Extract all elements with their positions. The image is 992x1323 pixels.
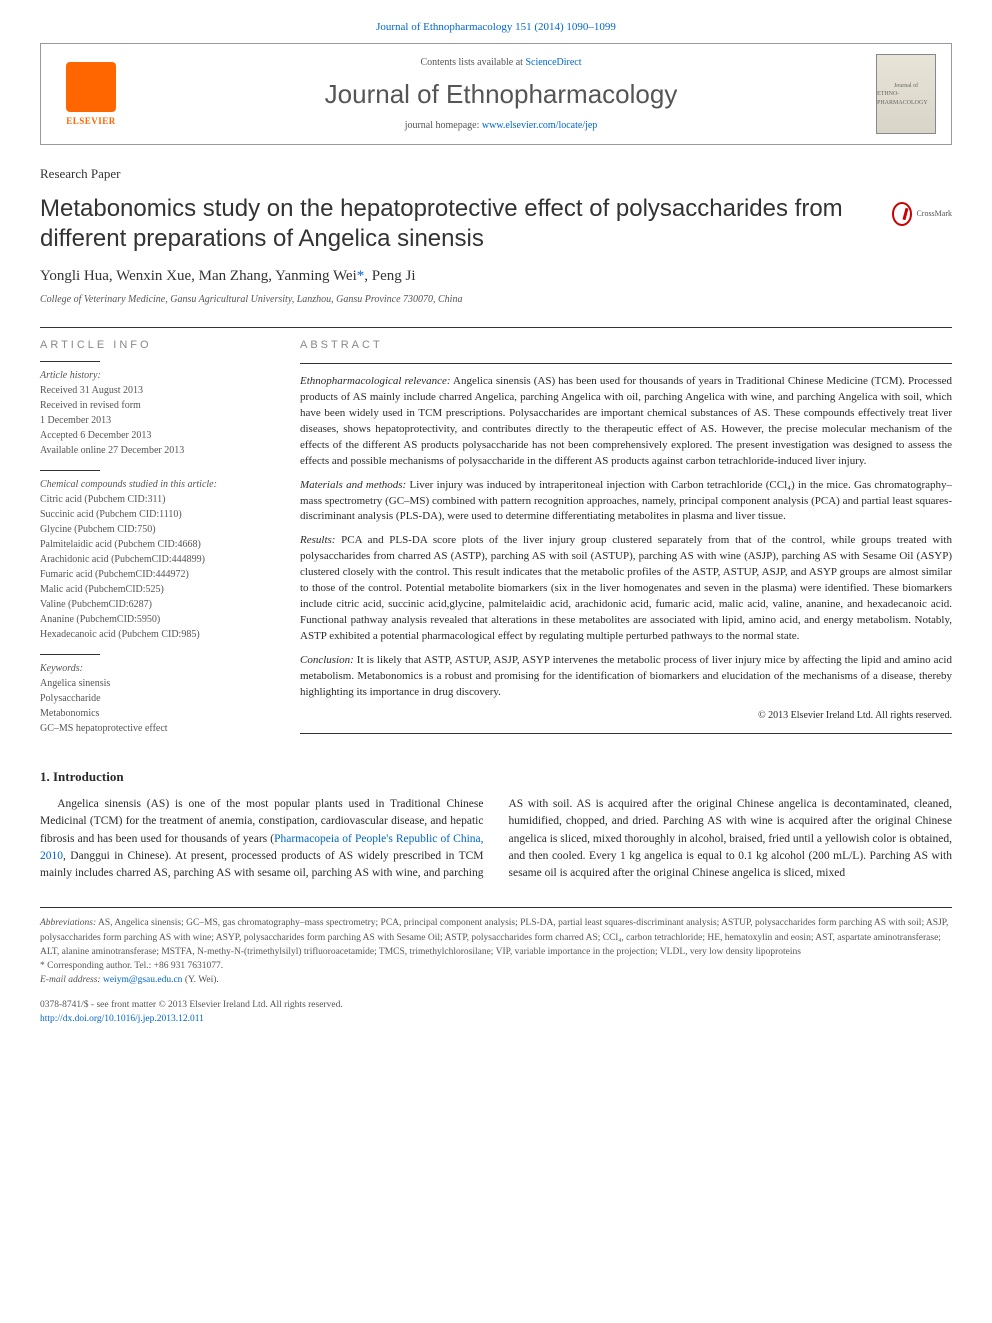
email-link[interactable]: weiym@gsau.edu.cn [103, 975, 182, 985]
header-center: Contents lists available at ScienceDirec… [126, 56, 876, 132]
history-label: Article history: [40, 368, 270, 383]
relevance-text: Angelica sinensis (AS) has been used for… [300, 375, 952, 467]
elsevier-label: ELSEVIER [66, 115, 116, 128]
keyword-item: Metabonomics [40, 706, 270, 721]
compound-item: Palmitelaidic acid (Pubchem CID:4668) [40, 537, 270, 552]
intro-paragraph: Angelica sinensis (AS) is one of the mos… [40, 796, 952, 882]
abstract-results: Results: PCA and PLS-DA score plots of t… [300, 533, 952, 645]
history-revised: Received in revised form [40, 398, 270, 413]
document-type: Research Paper [40, 165, 952, 183]
journal-ref-link[interactable]: Journal of Ethnopharmacology 151 (2014) … [376, 21, 616, 33]
footer-divider [40, 907, 952, 908]
keyword-item: GC–MS hepatoprotective effect [40, 721, 270, 736]
journal-reference: Journal of Ethnopharmacology 151 (2014) … [40, 20, 952, 35]
divider [300, 363, 952, 364]
cover-text-main: ETHNO-PHARMACOLOGY [877, 90, 935, 107]
relevance-label: Ethnopharmacological relevance: [300, 375, 451, 387]
abbrev-text: AS, Angelica sinensis; GC–MS, gas chroma… [40, 918, 948, 957]
journal-header-box: ELSEVIER Contents lists available at Sci… [40, 43, 952, 145]
compound-item: Glycine (Pubchem CID:750) [40, 522, 270, 537]
compound-item: Succinic acid (Pubchem CID:1110) [40, 507, 270, 522]
article-history: Article history: Received 31 August 2013… [40, 368, 270, 458]
journal-cover-thumbnail[interactable]: Journal of ETHNO-PHARMACOLOGY [876, 54, 936, 134]
sciencedirect-link[interactable]: ScienceDirect [525, 57, 581, 68]
keywords-label: Keywords: [40, 661, 270, 676]
history-online: Available online 27 December 2013 [40, 443, 270, 458]
compound-item: Ananine (PubchemCID:5950) [40, 612, 270, 627]
abbrev-label: Abbreviations: [40, 918, 96, 928]
article-info-column: ARTICLE INFO Article history: Received 3… [40, 338, 270, 748]
authors-list: Yongli Hua, Wenxin Xue, Man Zhang, Yanmi… [40, 268, 357, 284]
email-suffix: (Y. Wei). [182, 975, 218, 985]
email-label: E-mail address: [40, 975, 103, 985]
keyword-item: Angelica sinensis [40, 676, 270, 691]
abstract-relevance: Ethnopharmacological relevance: Angelica… [300, 374, 952, 470]
compounds-block: Chemical compounds studied in this artic… [40, 477, 270, 642]
corresp-author-line: * Corresponding author. Tel.: +86 931 76… [40, 959, 952, 973]
divider [300, 733, 952, 734]
compound-item: Citric acid (Pubchem CID:311) [40, 492, 270, 507]
journal-name: Journal of Ethnopharmacology [126, 76, 876, 112]
paper-title: Metabonomics study on the hepatoprotecti… [40, 194, 882, 254]
methods-label: Materials and methods: [300, 479, 406, 491]
elsevier-tree-icon [66, 62, 116, 112]
authors-rest: , Peng Ji [364, 268, 415, 284]
abstract-column: ABSTRACT Ethnopharmacological relevance:… [300, 338, 952, 748]
info-abstract-row: ARTICLE INFO Article history: Received 3… [40, 338, 952, 748]
abstract-methods: Materials and methods: Liver injury was … [300, 478, 952, 526]
history-accepted: Accepted 6 December 2013 [40, 428, 270, 443]
email-line: E-mail address: weiym@gsau.edu.cn (Y. We… [40, 973, 952, 987]
crossmark-label: CrossMark [916, 208, 952, 219]
affiliation: College of Veterinary Medicine, Gansu Ag… [40, 293, 952, 307]
abstract-copyright: © 2013 Elsevier Ireland Ltd. All rights … [300, 709, 952, 723]
compound-item: Valine (PubchemCID:6287) [40, 597, 270, 612]
compound-item: Malic acid (PubchemCID:525) [40, 582, 270, 597]
history-revised-date: 1 December 2013 [40, 413, 270, 428]
homepage-prefix: journal homepage: [405, 120, 482, 131]
keyword-item: Polysaccharide [40, 691, 270, 706]
title-row: Metabonomics study on the hepatoprotecti… [40, 194, 952, 266]
introduction-section: 1. Introduction Angelica sinensis (AS) i… [40, 768, 952, 882]
abstract-conclusion: Conclusion: It is likely that ASTP, ASTU… [300, 653, 952, 701]
keywords-block: Keywords: Angelica sinensis Polysacchari… [40, 661, 270, 736]
footer-bottom: 0378-8741/$ - see front matter © 2013 El… [40, 998, 952, 1027]
divider-short [40, 361, 100, 362]
abstract-header: ABSTRACT [300, 338, 952, 353]
crossmark-badge[interactable]: CrossMark [892, 194, 952, 234]
intro-heading: 1. Introduction [40, 768, 952, 786]
divider [40, 327, 952, 328]
conclusion-text: It is likely that ASTP, ASTUP, ASJP, ASY… [300, 654, 952, 698]
compound-item: Hexadecanoic acid (Pubchem CID:985) [40, 627, 270, 642]
divider-short [40, 654, 100, 655]
article-info-header: ARTICLE INFO [40, 338, 270, 353]
footer-abbreviations: Abbreviations: AS, Angelica sinensis; GC… [40, 916, 952, 959]
doi-link[interactable]: http://dx.doi.org/10.1016/j.jep.2013.12.… [40, 1014, 204, 1024]
homepage-link[interactable]: www.elsevier.com/locate/jep [482, 120, 597, 131]
divider-short [40, 470, 100, 471]
intro-columns: Angelica sinensis (AS) is one of the mos… [40, 796, 952, 882]
crossmark-icon [892, 202, 912, 226]
contents-line: Contents lists available at ScienceDirec… [126, 56, 876, 70]
issn-line: 0378-8741/$ - see front matter © 2013 El… [40, 998, 952, 1012]
results-label: Results: [300, 534, 335, 546]
compound-item: Arachidonic acid (PubchemCID:444899) [40, 552, 270, 567]
authors: Yongli Hua, Wenxin Xue, Man Zhang, Yanmi… [40, 266, 952, 287]
contents-prefix: Contents lists available at [420, 57, 525, 68]
homepage-line: journal homepage: www.elsevier.com/locat… [126, 119, 876, 133]
elsevier-logo[interactable]: ELSEVIER [56, 54, 126, 134]
conclusion-label: Conclusion: [300, 654, 354, 666]
compounds-label: Chemical compounds studied in this artic… [40, 477, 270, 492]
compound-item: Fumaric acid (PubchemCID:444972) [40, 567, 270, 582]
history-received: Received 31 August 2013 [40, 383, 270, 398]
footer-corresponding: * Corresponding author. Tel.: +86 931 76… [40, 959, 952, 988]
results-text: PCA and PLS-DA score plots of the liver … [300, 534, 952, 642]
cover-text-top: Journal of [894, 82, 918, 90]
